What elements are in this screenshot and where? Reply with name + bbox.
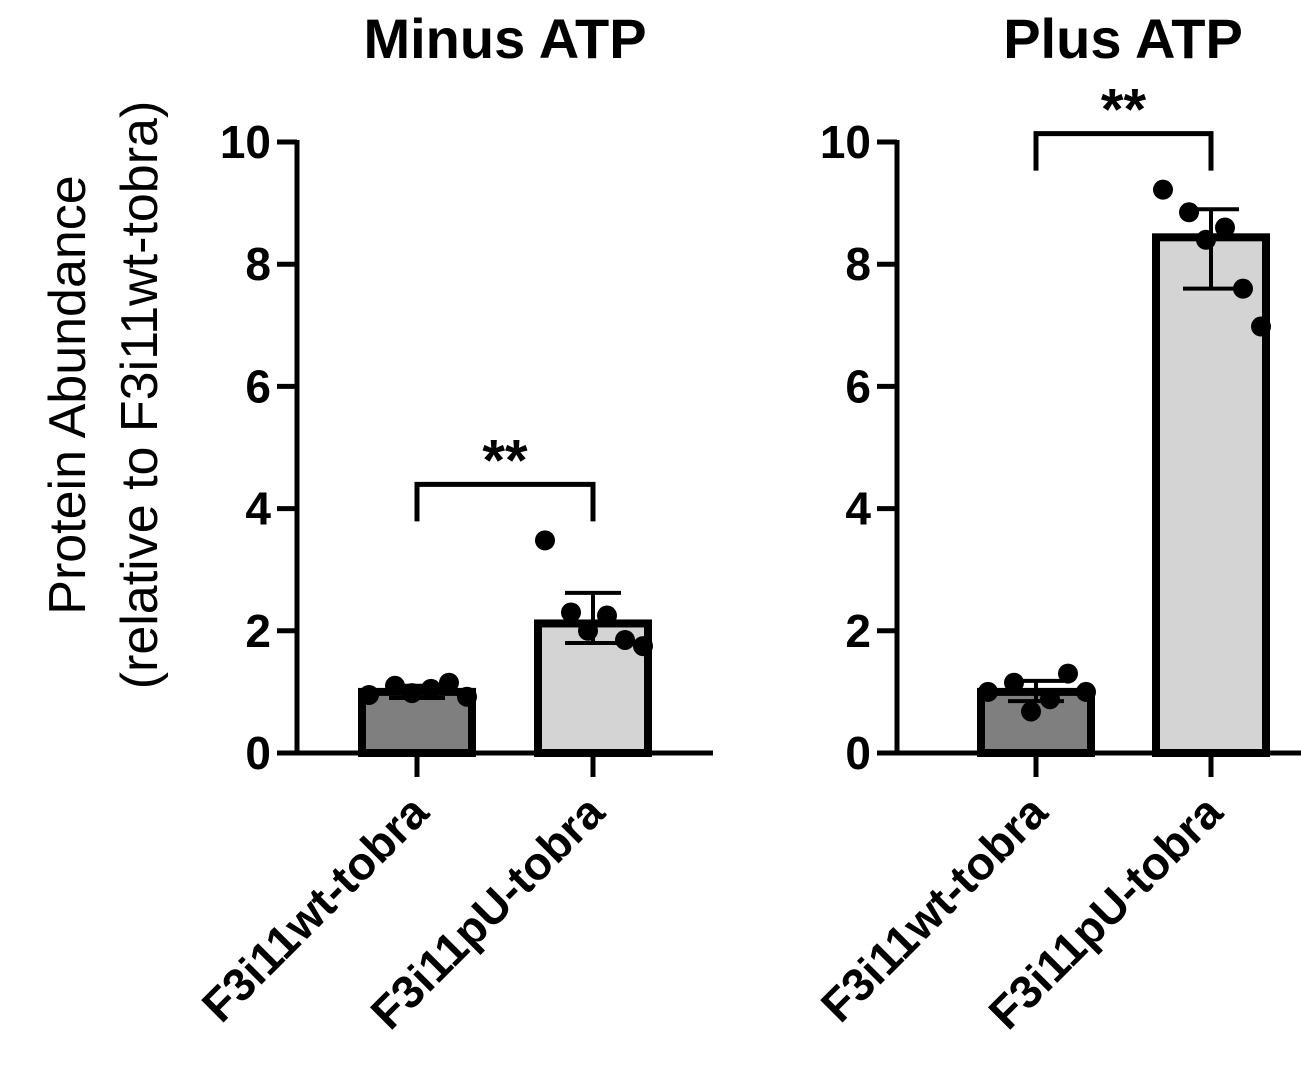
y-tick-label: 4 [845, 483, 871, 535]
significance-label: ** [1101, 78, 1147, 143]
data-point [1076, 681, 1096, 702]
y-tick-label: 10 [220, 116, 271, 168]
data-point [978, 681, 998, 702]
y-tick-label: 6 [245, 360, 271, 412]
y-tick-label: 10 [820, 116, 871, 168]
data-point [1004, 672, 1024, 693]
y-tick-label: 2 [245, 605, 271, 657]
data-point [615, 629, 635, 650]
bar-1 [1152, 233, 1270, 758]
data-point [359, 684, 379, 705]
y-tick-label: 2 [845, 605, 871, 657]
y-tick-label: 8 [245, 238, 271, 290]
data-point [1021, 701, 1041, 722]
data-point [578, 620, 598, 641]
data-point [561, 602, 581, 623]
chart-title: Minus ATP [363, 7, 646, 70]
data-point [1233, 278, 1253, 299]
y-tick-label: 0 [845, 727, 871, 779]
panel-minus-atp: Minus ATP0246810F3i11wt-tobraF3i11pU-tob… [192, 7, 713, 1039]
panel-plus-atp: Plus ATP0246810F3i11wt-tobraF3i11pU-tobr… [811, 7, 1301, 1039]
significance-bracket [414, 481, 596, 522]
y-tick-label: 6 [845, 360, 871, 412]
data-point [1179, 202, 1199, 223]
data-point [1215, 217, 1235, 238]
data-point [421, 678, 441, 699]
data-point [457, 686, 477, 707]
data-point [1058, 663, 1078, 684]
data-point [597, 605, 617, 626]
data-point [385, 675, 405, 696]
y-tick-label: 4 [245, 483, 271, 535]
y-axis-title-line2: (relative to F3i11wt-tobra) [111, 101, 169, 690]
y-tick-label: 8 [845, 238, 871, 290]
data-point [1040, 689, 1060, 710]
data-point [633, 636, 653, 657]
data-point [402, 683, 422, 704]
data-point [1153, 179, 1173, 200]
chart-title: Plus ATP [1003, 7, 1243, 70]
data-point [535, 530, 555, 551]
significance-label: ** [482, 428, 528, 493]
y-tick-label: 0 [245, 727, 271, 779]
y-axis-title: Protein Abundance (relative to F3i11wt-t… [39, 101, 169, 690]
y-axis-title-line1: Protein Abundance [39, 175, 97, 614]
data-point [439, 672, 459, 693]
data-point [1196, 229, 1216, 250]
significance-bracket [1033, 131, 1214, 171]
data-point [1251, 316, 1271, 337]
